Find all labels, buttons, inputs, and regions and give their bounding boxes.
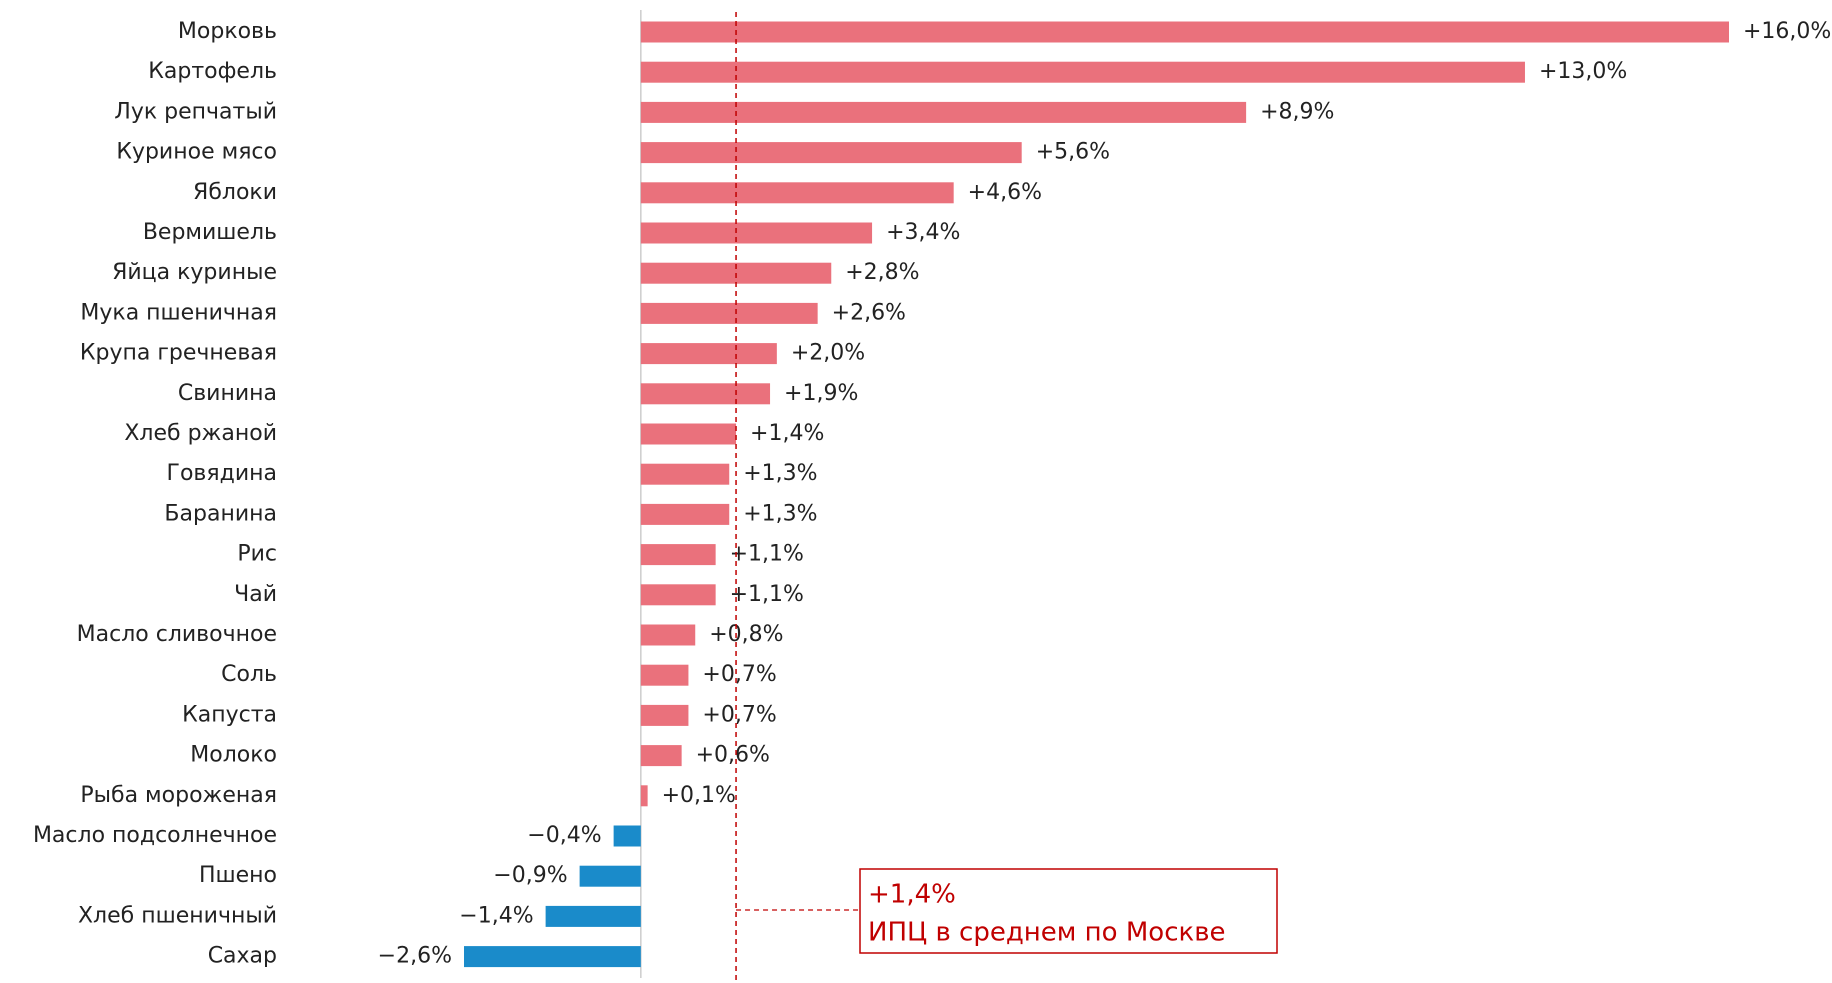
- value-label: +1,3%: [743, 501, 817, 526]
- bar: [640, 423, 737, 445]
- value-label: +0,8%: [709, 622, 783, 647]
- value-label: +3,4%: [886, 220, 960, 245]
- category-label: Крупа гречневая: [80, 341, 277, 366]
- bar: [640, 503, 730, 525]
- category-label: Масло подсолнечное: [33, 823, 277, 848]
- category-label: Молоко: [190, 743, 277, 768]
- value-label: +13,0%: [1539, 59, 1627, 84]
- bar: [640, 544, 716, 566]
- category-label: Куриное мясо: [116, 140, 277, 165]
- bar: [640, 21, 1730, 43]
- bar: [640, 182, 954, 204]
- value-label: +0,1%: [662, 783, 736, 808]
- annotation-box: [859, 868, 1278, 954]
- category-label: Сахар: [208, 944, 277, 969]
- category-label: Хлеб пшеничный: [78, 903, 277, 928]
- category-label: Баранина: [164, 501, 277, 526]
- category-label: Соль: [221, 662, 277, 687]
- value-label: +8,9%: [1260, 99, 1334, 124]
- category-label: Мука пшеничная: [80, 300, 277, 325]
- value-label: +1,1%: [730, 582, 804, 607]
- value-label: +1,4%: [750, 421, 824, 446]
- value-label: +1,1%: [730, 542, 804, 567]
- category-label: Капуста: [182, 702, 277, 727]
- bar: [640, 745, 682, 767]
- value-label: +0,7%: [702, 662, 776, 687]
- category-label: Вермишель: [143, 220, 277, 245]
- bar: [613, 825, 641, 847]
- category-label: Рыба мороженая: [80, 783, 277, 808]
- value-label: +0,6%: [696, 743, 770, 768]
- value-label: +2,6%: [832, 300, 906, 325]
- value-label: +2,8%: [845, 260, 919, 285]
- value-label: +0,7%: [702, 702, 776, 727]
- category-label: Масло сливочное: [77, 622, 277, 647]
- bar: [579, 865, 641, 887]
- bar: [545, 905, 641, 927]
- value-label: −2,6%: [378, 944, 452, 969]
- annotation-text: ИПЦ в среднем по Москве: [868, 918, 1226, 948]
- bar: [640, 463, 730, 485]
- category-label: Пшено: [199, 863, 277, 888]
- category-label: Рис: [237, 542, 277, 567]
- category-label: Лук репчатый: [114, 99, 277, 124]
- bar: [640, 302, 818, 324]
- category-label: Морковь: [178, 19, 277, 44]
- bar: [640, 222, 873, 244]
- bar: [640, 101, 1247, 123]
- category-label: Говядина: [167, 461, 277, 486]
- value-label: +1,3%: [743, 461, 817, 486]
- value-label: +16,0%: [1743, 19, 1831, 44]
- category-label: Хлеб ржаной: [124, 421, 277, 446]
- value-label: −1,4%: [459, 903, 533, 928]
- value-label: +2,0%: [791, 341, 865, 366]
- value-label: −0,4%: [527, 823, 601, 848]
- bar: [640, 584, 716, 606]
- category-label: Свинина: [178, 381, 277, 406]
- value-label: +5,6%: [1036, 140, 1110, 165]
- bar: [640, 664, 689, 686]
- bar: [640, 343, 777, 365]
- bar: [640, 785, 648, 807]
- bar: [640, 142, 1022, 164]
- category-label: Картофель: [148, 59, 277, 84]
- category-label: Яблоки: [193, 180, 277, 205]
- bar: [640, 624, 696, 646]
- bar: [464, 946, 641, 968]
- bar: [640, 61, 1525, 83]
- value-label: +1,9%: [784, 381, 858, 406]
- value-label: −0,9%: [493, 863, 567, 888]
- category-label: Яйца куриные: [112, 260, 277, 285]
- value-label: +4,6%: [968, 180, 1042, 205]
- annotation-value: +1,4%: [868, 880, 956, 910]
- bar: [640, 704, 689, 726]
- category-label: Чай: [234, 582, 277, 607]
- bar: [640, 383, 771, 405]
